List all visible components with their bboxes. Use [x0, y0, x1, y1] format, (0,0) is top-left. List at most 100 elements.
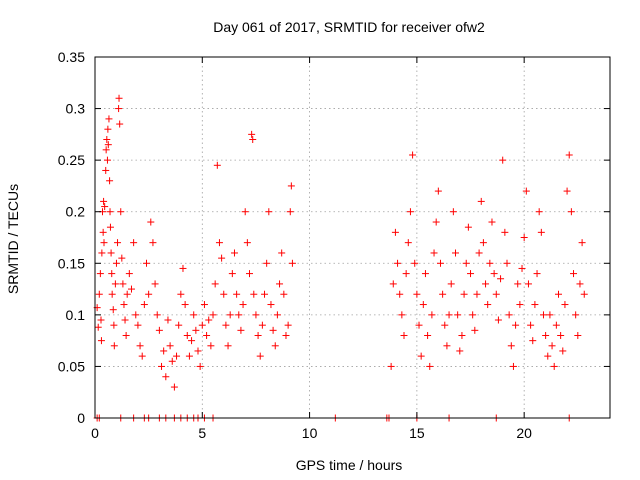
data-point — [490, 270, 498, 278]
data-point — [524, 280, 532, 288]
data-point — [531, 301, 539, 309]
data-point — [140, 301, 148, 309]
data-point — [123, 290, 131, 298]
data-point — [185, 352, 193, 360]
data-point — [282, 331, 290, 339]
data-point — [106, 208, 114, 216]
data-point — [192, 326, 200, 334]
data-point — [102, 146, 110, 154]
data-point — [580, 290, 588, 298]
data-point — [252, 311, 260, 319]
data-point — [464, 223, 472, 231]
data-point — [421, 270, 429, 278]
y-tick-label: 0.1 — [66, 307, 86, 323]
data-point — [477, 197, 485, 205]
data-point — [198, 321, 206, 329]
data-point — [415, 321, 423, 329]
data-point — [280, 290, 288, 298]
data-point — [213, 161, 221, 169]
data-point — [458, 331, 466, 339]
data-point — [110, 342, 118, 350]
data-point — [218, 254, 226, 262]
data-point — [119, 280, 127, 288]
data-point — [563, 187, 571, 195]
data-point — [117, 208, 125, 216]
data-point — [175, 321, 183, 329]
data-point — [127, 285, 135, 293]
data-point — [544, 352, 552, 360]
data-point — [130, 239, 138, 247]
data-point — [94, 323, 102, 331]
data-point — [471, 326, 479, 334]
data-point — [555, 290, 562, 298]
data-point — [288, 259, 296, 267]
data-point — [503, 259, 511, 267]
y-tick-label: 0.25 — [58, 152, 85, 168]
data-point — [99, 228, 107, 236]
data-point — [200, 301, 208, 309]
data-point — [430, 249, 438, 257]
data-point — [211, 280, 219, 288]
labels: Day 061 of 2017, SRMTID for receiver ofw… — [5, 19, 485, 473]
data-point — [170, 383, 178, 391]
y-tick-label: 0.2 — [66, 204, 86, 220]
data-point — [100, 197, 108, 205]
data-point — [287, 182, 295, 190]
data-point — [273, 311, 281, 319]
data-point — [484, 301, 492, 309]
data-point — [475, 249, 483, 257]
data-point — [237, 326, 245, 334]
data-point — [134, 321, 142, 329]
data-point — [411, 259, 419, 267]
data-point — [230, 249, 238, 257]
data-point — [138, 352, 146, 360]
data-point — [514, 280, 522, 288]
data-point — [181, 301, 189, 309]
data-point — [147, 218, 155, 226]
data-point — [125, 270, 133, 278]
data-point — [389, 280, 397, 288]
data-point — [108, 270, 116, 278]
data-point — [482, 280, 490, 288]
data-point — [512, 321, 520, 329]
data-point — [96, 270, 104, 278]
data-point — [574, 331, 582, 339]
x-tick-label: 10 — [302, 425, 318, 441]
x-axis-label: GPS time / hours — [296, 457, 403, 473]
data-point — [486, 259, 494, 267]
data-point — [254, 331, 262, 339]
data-point — [115, 94, 123, 102]
data-point — [104, 125, 112, 133]
data-point — [400, 331, 408, 339]
data-point — [473, 290, 481, 298]
data-point — [567, 208, 575, 216]
y-tick-label: 0 — [77, 410, 85, 426]
data-point — [151, 280, 159, 288]
x-tick-label: 15 — [409, 425, 425, 441]
data-point — [527, 321, 535, 329]
data-point — [578, 239, 586, 247]
data-point — [445, 311, 453, 319]
data-point — [572, 311, 580, 319]
data-point — [462, 259, 470, 267]
data-point — [265, 208, 273, 216]
y-tick-label: 0.15 — [58, 255, 85, 271]
data-points — [93, 94, 588, 422]
data-point — [203, 331, 211, 339]
data-point — [548, 342, 556, 350]
data-point — [494, 316, 502, 324]
data-point — [108, 290, 116, 298]
data-point — [402, 270, 410, 278]
data-point — [559, 347, 567, 355]
y-axis-label: SRMTID / TECUs — [5, 184, 21, 294]
data-point — [145, 290, 153, 298]
data-point — [492, 290, 500, 298]
data-point — [105, 115, 113, 123]
data-point — [155, 326, 163, 334]
data-point — [434, 187, 442, 195]
x-tick-label: 5 — [198, 425, 206, 441]
data-point — [546, 311, 554, 319]
data-point — [396, 290, 404, 298]
data-point — [241, 208, 249, 216]
